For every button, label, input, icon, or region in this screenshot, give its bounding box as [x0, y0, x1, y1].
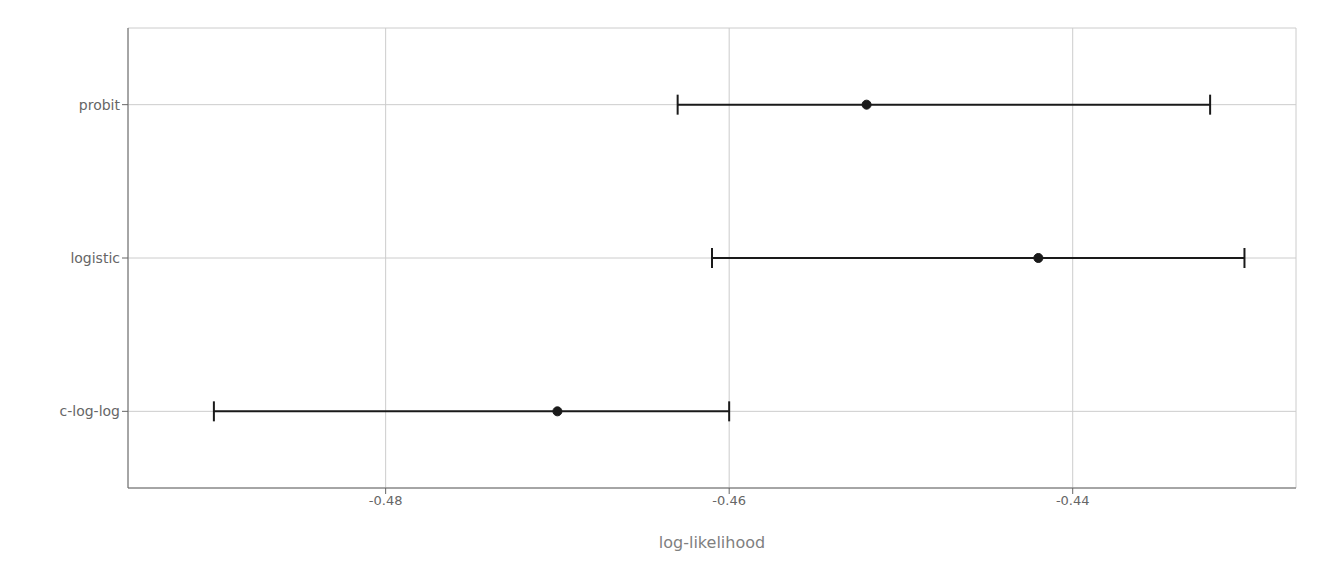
- svg-text:log-likelihood: log-likelihood: [659, 533, 765, 552]
- svg-text:logistic: logistic: [70, 250, 120, 266]
- svg-text:-0.46: -0.46: [712, 493, 746, 508]
- svg-text:-0.48: -0.48: [369, 493, 403, 508]
- svg-text:c-log-log: c-log-log: [60, 403, 120, 419]
- svg-text:probit: probit: [79, 97, 121, 113]
- svg-text:-0.44: -0.44: [1056, 493, 1090, 508]
